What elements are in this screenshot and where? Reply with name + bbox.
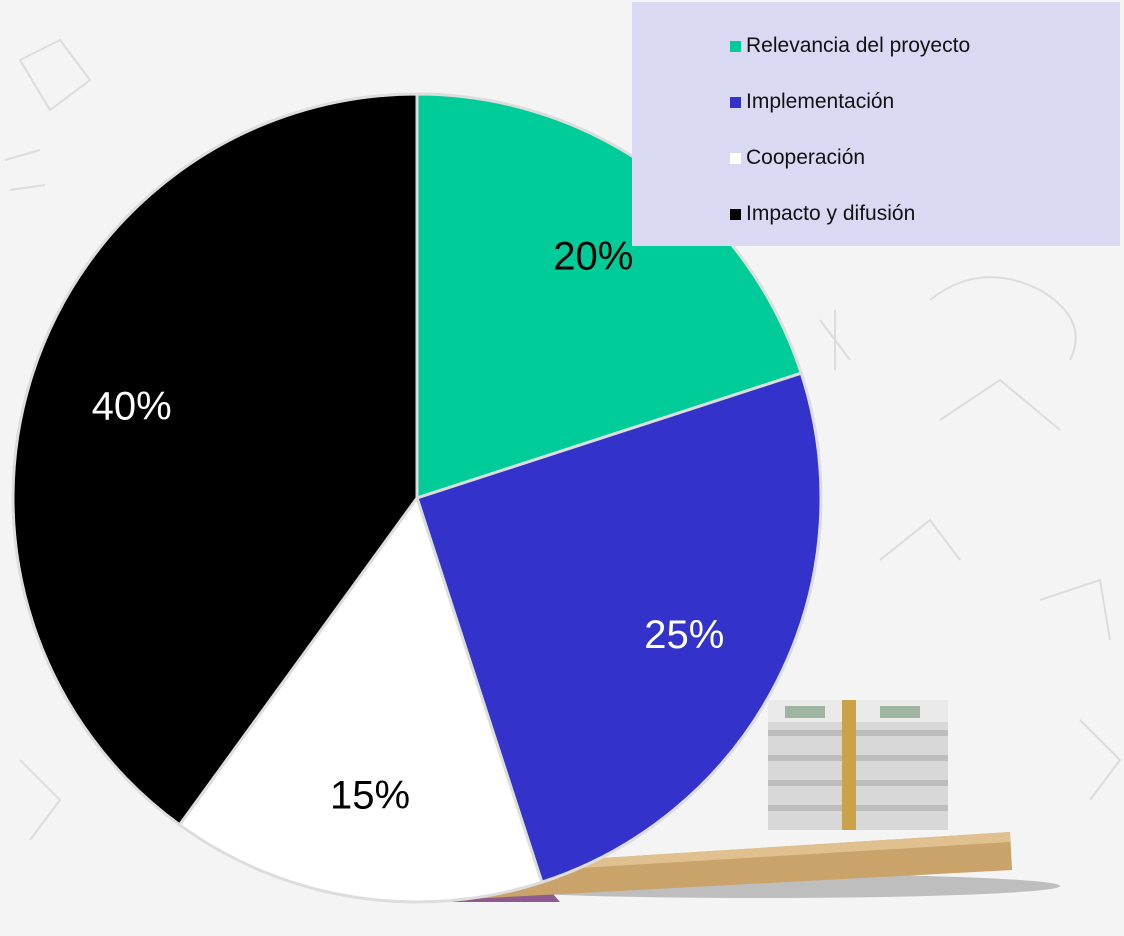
legend-swatch <box>730 208 741 220</box>
legend-label: Implementación <box>746 90 895 113</box>
legend-swatch <box>730 152 741 164</box>
legend-label: Impacto y difusión <box>746 202 916 225</box>
legend-item-relevancia: Relevancia del proyecto <box>730 18 1120 74</box>
slice-impacto <box>11 92 419 827</box>
slice-cooperacion <box>177 494 544 904</box>
legend-swatch <box>730 40 741 52</box>
slice-implementacion <box>415 371 823 885</box>
legend-item-impacto: Impacto y difusión <box>730 186 1120 242</box>
legend-item-cooperacion: Cooperación <box>730 130 1120 186</box>
legend-swatch <box>730 96 741 108</box>
background-sketch-lines <box>4 38 1122 841</box>
data-label: 15% <box>330 773 410 817</box>
chart-legend: Relevancia del proyecto Implementación C… <box>632 2 1120 246</box>
data-label: 20% <box>553 234 633 278</box>
legend-label: Relevancia del proyecto <box>746 34 971 57</box>
data-label: 40% <box>92 384 172 428</box>
data-label: 25% <box>644 613 724 657</box>
legend-item-implementacion: Implementación <box>730 74 1120 130</box>
legend-label: Cooperación <box>746 146 866 169</box>
